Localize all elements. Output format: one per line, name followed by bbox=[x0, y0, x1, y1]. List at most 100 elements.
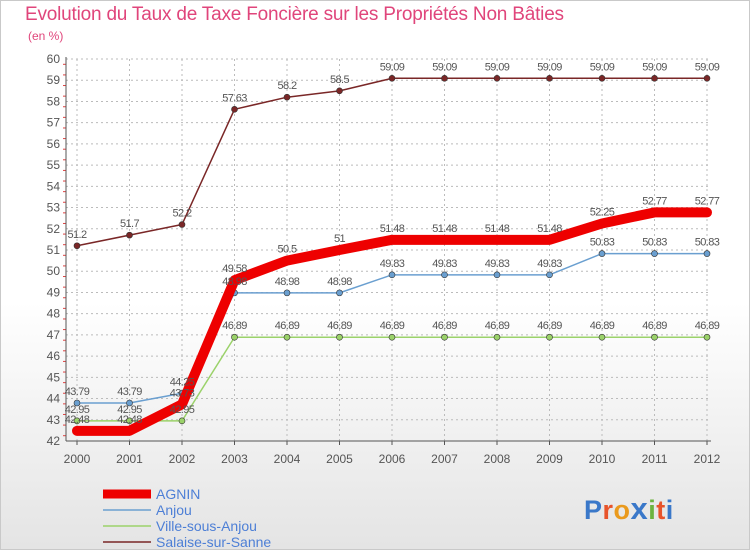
data-label-salaise-sur-sanne: 57.63 bbox=[222, 92, 247, 104]
data-label-salaise-sur-sanne: 59.09 bbox=[380, 61, 405, 73]
data-label-agnin: 51 bbox=[334, 233, 346, 245]
data-point-anjou bbox=[388, 271, 396, 279]
data-label-agnin: 43.73 bbox=[170, 387, 195, 399]
data-label-agnin: 51.48 bbox=[537, 223, 562, 235]
logo-letter: P bbox=[584, 495, 603, 525]
y-tick-label: 51 bbox=[47, 243, 61, 257]
data-point-anjou bbox=[126, 399, 133, 407]
x-tick-label: 2008 bbox=[484, 452, 511, 466]
data-label-agnin: 51.48 bbox=[432, 223, 457, 235]
logo-letter: i bbox=[665, 495, 674, 525]
data-label-agnin: 42.48 bbox=[117, 414, 142, 426]
data-point-ville-sous-anjou bbox=[336, 333, 343, 341]
x-tick-label: 2000 bbox=[64, 452, 91, 466]
y-tick-label: 48 bbox=[47, 307, 61, 321]
data-point-ville-sous-anjou bbox=[651, 333, 658, 341]
x-tick-label: 2007 bbox=[431, 452, 458, 466]
x-tick-label: 2010 bbox=[589, 452, 616, 466]
data-label-anjou: 48.98 bbox=[327, 276, 352, 288]
data-label-ville-sous-anjou: 42.95 bbox=[65, 404, 90, 416]
data-point-anjou bbox=[336, 289, 343, 297]
data-point-salaise-sur-sanne bbox=[651, 75, 658, 82]
data-point-salaise-sur-sanne bbox=[283, 93, 291, 101]
x-tick-label: 2011 bbox=[642, 452, 668, 466]
data-label-ville-sous-anjou: 46.89 bbox=[642, 320, 667, 332]
data-label-agnin: 49.58 bbox=[222, 263, 247, 275]
data-label-anjou: 48.98 bbox=[275, 276, 300, 288]
data-label-salaise-sur-sanne: 51.7 bbox=[120, 218, 139, 230]
legend: AGNINAnjouVille-sous-AnjouSalaise-sur-Sa… bbox=[103, 486, 271, 549]
y-tick-label: 50 bbox=[47, 264, 61, 278]
y-tick-label: 56 bbox=[47, 137, 61, 151]
data-point-salaise-sur-sanne bbox=[73, 242, 81, 250]
data-label-agnin: 50.5 bbox=[277, 244, 296, 256]
data-label-salaise-sur-sanne: 59.09 bbox=[485, 61, 510, 73]
data-label-ville-sous-anjou: 46.89 bbox=[537, 320, 562, 332]
data-label-salaise-sur-sanne: 58.2 bbox=[277, 80, 296, 92]
data-point-anjou bbox=[73, 399, 81, 407]
data-label-ville-sous-anjou: 46.89 bbox=[432, 320, 457, 332]
chart-title: Evolution du Taux de Taxe Foncière sur l… bbox=[25, 4, 564, 25]
data-labels: 51.2 51.7 52.2 57.63 58.2 58.5 59.09 59.09 59.09… bbox=[65, 61, 721, 426]
x-tick-label: 2012 bbox=[694, 452, 721, 466]
data-label-anjou: 43.79 bbox=[117, 386, 142, 398]
data-point-anjou bbox=[493, 271, 501, 279]
data-label-anjou: 50.83 bbox=[590, 237, 615, 249]
y-tick-label: 42 bbox=[47, 434, 61, 448]
data-label-agnin: 51.48 bbox=[485, 223, 510, 235]
x-tick-label: 2001 bbox=[116, 452, 143, 466]
data-point-salaise-sur-sanne bbox=[493, 75, 501, 82]
y-tick-label: 60 bbox=[47, 52, 61, 66]
data-point-anjou bbox=[283, 289, 291, 297]
data-point-salaise-sur-sanne bbox=[231, 105, 238, 113]
x-tick-label: 2003 bbox=[221, 452, 248, 466]
data-label-ville-sous-anjou: 46.89 bbox=[327, 320, 352, 332]
y-tick-label: 47 bbox=[47, 328, 61, 342]
legend-label-salaise-sur-sanne: Salaise-sur-Sanne bbox=[156, 534, 271, 549]
data-label-anjou: 50.83 bbox=[642, 237, 667, 249]
data-label-ville-sous-anjou: 46.89 bbox=[485, 320, 510, 332]
series-line-agnin bbox=[72, 207, 712, 436]
data-label-agnin: 42.48 bbox=[65, 414, 90, 426]
data-label-salaise-sur-sanne: 59.09 bbox=[590, 61, 615, 73]
data-label-ville-sous-anjou: 42.95 bbox=[117, 404, 142, 416]
data-label-ville-sous-anjou: 46.89 bbox=[695, 320, 720, 332]
data-label-anjou: 44.25 bbox=[170, 376, 195, 388]
logo-letter: i bbox=[648, 495, 657, 525]
axes: 42 43 44 45 46 47 48 49 50 51 52 53 54 55 56 57 58 59 60 20… bbox=[47, 52, 721, 466]
data-point-ville-sous-anjou bbox=[73, 417, 81, 425]
data-label-salaise-sur-sanne: 59.09 bbox=[432, 61, 457, 73]
data-label-anjou: 49.83 bbox=[485, 258, 510, 270]
data-point-anjou bbox=[441, 271, 448, 279]
data-point-ville-sous-anjou bbox=[126, 417, 133, 425]
data-point-salaise-sur-sanne bbox=[178, 221, 186, 228]
data-point-anjou bbox=[651, 250, 658, 257]
data-label-ville-sous-anjou: 46.89 bbox=[380, 320, 405, 332]
data-point-salaise-sur-sanne bbox=[126, 231, 133, 239]
proxiti-logo: Proxiti bbox=[584, 491, 674, 527]
data-label-ville-sous-anjou: 42.95 bbox=[170, 404, 195, 416]
data-label-agnin: 52.77 bbox=[642, 195, 667, 207]
data-point-salaise-sur-sanne bbox=[336, 87, 343, 95]
y-tick-label: 46 bbox=[47, 349, 61, 363]
chart-unit-label: (en %) bbox=[28, 29, 64, 43]
y-tick-label: 58 bbox=[47, 94, 61, 108]
data-label-salaise-sur-sanne: 51.2 bbox=[67, 229, 86, 241]
y-tick-label: 59 bbox=[47, 73, 61, 87]
data-point-salaise-sur-sanne bbox=[388, 75, 396, 82]
data-label-salaise-sur-sanne: 58.5 bbox=[330, 74, 349, 86]
data-point-ville-sous-anjou bbox=[283, 333, 291, 341]
y-tick-label: 44 bbox=[47, 392, 61, 406]
y-tick-label: 54 bbox=[47, 179, 61, 193]
data-label-salaise-sur-sanne: 59.09 bbox=[695, 61, 720, 73]
data-label-anjou: 49.83 bbox=[432, 258, 457, 270]
x-tick-label: 2004 bbox=[274, 452, 301, 466]
y-tick-label: 57 bbox=[47, 116, 61, 130]
y-tick-label: 45 bbox=[47, 370, 61, 384]
legend-label-ville-sous-anjou: Ville-sous-Anjou bbox=[156, 518, 257, 534]
data-point-ville-sous-anjou bbox=[598, 333, 606, 341]
data-label-ville-sous-anjou: 46.89 bbox=[222, 320, 247, 332]
y-tick-label: 43 bbox=[47, 413, 61, 427]
data-label-anjou: 48.98 bbox=[222, 276, 247, 288]
